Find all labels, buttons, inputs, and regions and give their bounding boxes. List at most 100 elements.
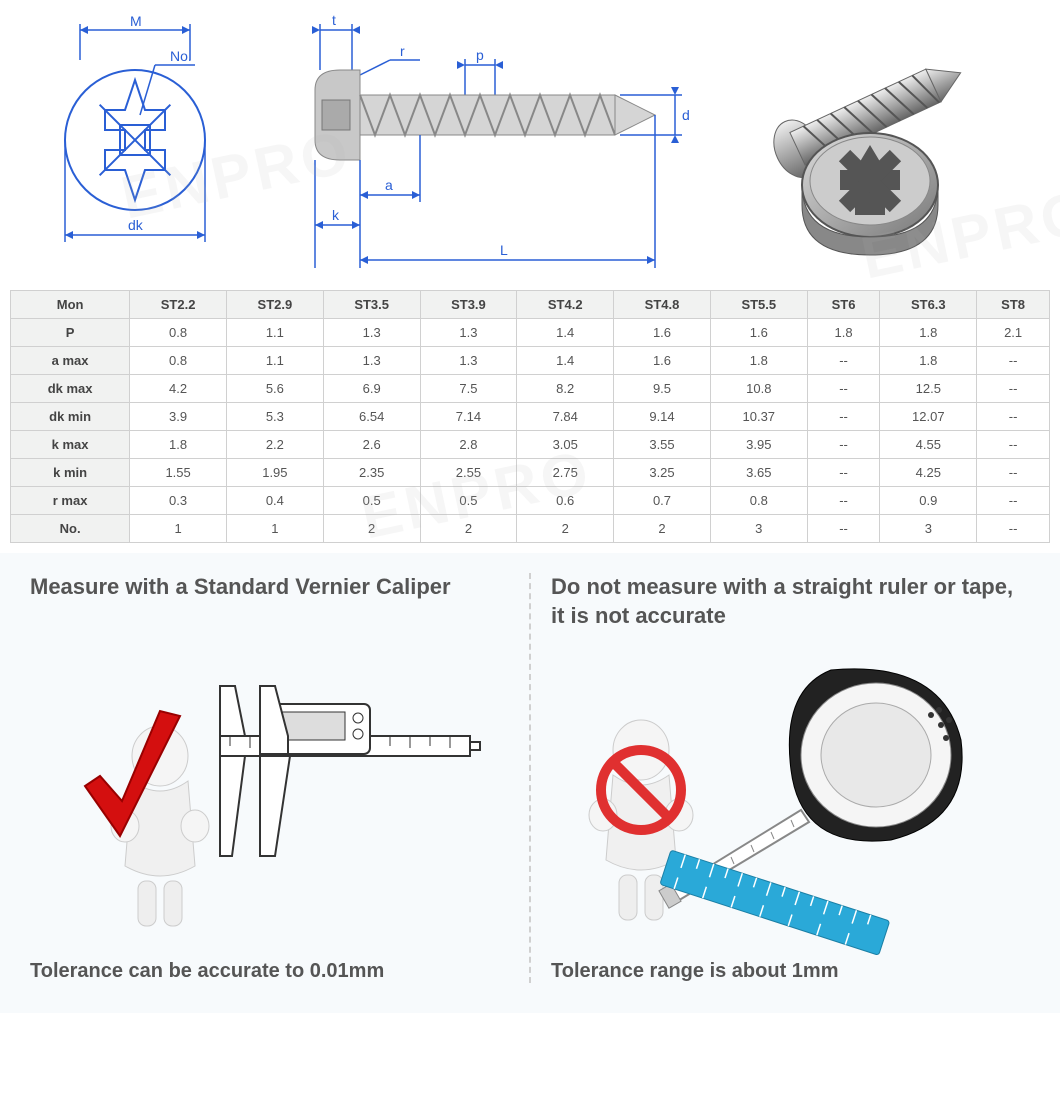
dim-label-t: t — [332, 12, 336, 28]
table-row: r max0.30.40.50.50.60.70.8--0.9-- — [11, 487, 1050, 515]
table-cell: 2.35 — [323, 459, 420, 487]
table-cell: 10.8 — [710, 375, 807, 403]
table-cell: 6.9 — [323, 375, 420, 403]
table-col-header: ST6 — [807, 291, 880, 319]
table-cell: 1 — [226, 515, 323, 543]
table-row-header: dk min — [11, 403, 130, 431]
info-divider — [529, 573, 531, 983]
table-cell: -- — [807, 459, 880, 487]
table-cell: 0.5 — [420, 487, 517, 515]
table-row: dk max4.25.66.97.58.29.510.8--12.5-- — [11, 375, 1050, 403]
dim-label-k: k — [332, 207, 340, 223]
table-cell: 9.14 — [614, 403, 711, 431]
table-cell: 0.8 — [710, 487, 807, 515]
table-cell: 3.55 — [614, 431, 711, 459]
table-cell: 3.05 — [517, 431, 614, 459]
table-cell: 4.2 — [130, 375, 227, 403]
info-right-title: Do not measure with a straight ruler or … — [551, 573, 1030, 630]
table-cell: 0.8 — [130, 347, 227, 375]
table-cell: 8.2 — [517, 375, 614, 403]
table-cell: 1.3 — [420, 347, 517, 375]
table-cell: 2 — [614, 515, 711, 543]
table-cell: -- — [977, 459, 1050, 487]
table-row-header: r max — [11, 487, 130, 515]
table-cell: 2.8 — [420, 431, 517, 459]
table-cell: 6.54 — [323, 403, 420, 431]
table-cell: 2.2 — [226, 431, 323, 459]
table-row: P0.81.11.31.31.41.61.61.81.82.1 — [11, 319, 1050, 347]
table-row: k min1.551.952.352.552.753.253.65--4.25-… — [11, 459, 1050, 487]
table-cell: -- — [807, 515, 880, 543]
table-col-header: ST3.5 — [323, 291, 420, 319]
table-cell: 3 — [710, 515, 807, 543]
table-cell: 1.8 — [130, 431, 227, 459]
dim-label-dk: dk — [128, 217, 144, 233]
table-cell: 12.07 — [880, 403, 977, 431]
table-cell: 2.55 — [420, 459, 517, 487]
table-cell: 2 — [517, 515, 614, 543]
info-left-panel: Measure with a Standard Vernier Caliper — [30, 573, 509, 983]
table-cell: 4.25 — [880, 459, 977, 487]
table-col-header: ST8 — [977, 291, 1050, 319]
table-cell: 2.1 — [977, 319, 1050, 347]
table-cell: 3.65 — [710, 459, 807, 487]
table-cell: -- — [807, 487, 880, 515]
table-cell: -- — [977, 375, 1050, 403]
table-cell: 1.1 — [226, 319, 323, 347]
caliper-illustration — [30, 622, 509, 951]
table-cell: 2 — [420, 515, 517, 543]
table-cell: 7.84 — [517, 403, 614, 431]
dim-label-p: p — [476, 47, 484, 63]
table-cell: 5.6 — [226, 375, 323, 403]
dim-label-d: d — [682, 107, 690, 123]
table-row-header: P — [11, 319, 130, 347]
table-cell: 0.9 — [880, 487, 977, 515]
measurement-info: Measure with a Standard Vernier Caliper — [0, 553, 1060, 1013]
table-col-header: ST5.5 — [710, 291, 807, 319]
table-cell: 3.9 — [130, 403, 227, 431]
table-cell: -- — [807, 375, 880, 403]
table-cell: 10.37 — [710, 403, 807, 431]
table-cell: -- — [977, 431, 1050, 459]
table-col-header: ST4.8 — [614, 291, 711, 319]
table-cell: 1.6 — [710, 319, 807, 347]
diagram-front-view: M No. dk — [20, 10, 250, 280]
table-cell: 1.3 — [420, 319, 517, 347]
dim-label-M: M — [130, 13, 142, 29]
table-cell: -- — [977, 515, 1050, 543]
table-cell: 1.95 — [226, 459, 323, 487]
table-cell: 1.55 — [130, 459, 227, 487]
table-cell: 3 — [880, 515, 977, 543]
table-cell: 3.25 — [614, 459, 711, 487]
table-row: dk min3.95.36.547.147.849.1410.37--12.07… — [11, 403, 1050, 431]
table-cell: 12.5 — [880, 375, 977, 403]
table-cell: 0.3 — [130, 487, 227, 515]
table-cell: 1 — [130, 515, 227, 543]
table-cell: 2.75 — [517, 459, 614, 487]
table-cell: 1.8 — [807, 319, 880, 347]
info-right-panel: Do not measure with a straight ruler or … — [551, 573, 1030, 983]
table-cell: 0.5 — [323, 487, 420, 515]
spec-table: MonST2.2ST2.9ST3.5ST3.9ST4.2ST4.8ST5.5ST… — [10, 290, 1050, 543]
table-cell: -- — [807, 403, 880, 431]
dim-label-r: r — [400, 43, 405, 59]
table-row-header: k max — [11, 431, 130, 459]
table-cell: -- — [977, 403, 1050, 431]
table-row: a max0.81.11.31.31.41.61.8--1.8-- — [11, 347, 1050, 375]
table-col-header: ST4.2 — [517, 291, 614, 319]
table-cell: 1.4 — [517, 319, 614, 347]
dim-label-a: a — [385, 177, 393, 193]
table-cell: 3.95 — [710, 431, 807, 459]
table-cell: 0.6 — [517, 487, 614, 515]
table-row-header: a max — [11, 347, 130, 375]
table-cell: 1.1 — [226, 347, 323, 375]
table-row: k max1.82.22.62.83.053.553.95--4.55-- — [11, 431, 1050, 459]
diagram-row: M No. dk — [0, 0, 1060, 280]
table-cell: 1.8 — [880, 319, 977, 347]
table-cell: 4.55 — [880, 431, 977, 459]
table-col-header: ST3.9 — [420, 291, 517, 319]
table-cell: 7.14 — [420, 403, 517, 431]
table-col-header: Mon — [11, 291, 130, 319]
table-cell: 0.8 — [130, 319, 227, 347]
info-right-caption: Tolerance range is about 1mm — [551, 960, 1030, 983]
